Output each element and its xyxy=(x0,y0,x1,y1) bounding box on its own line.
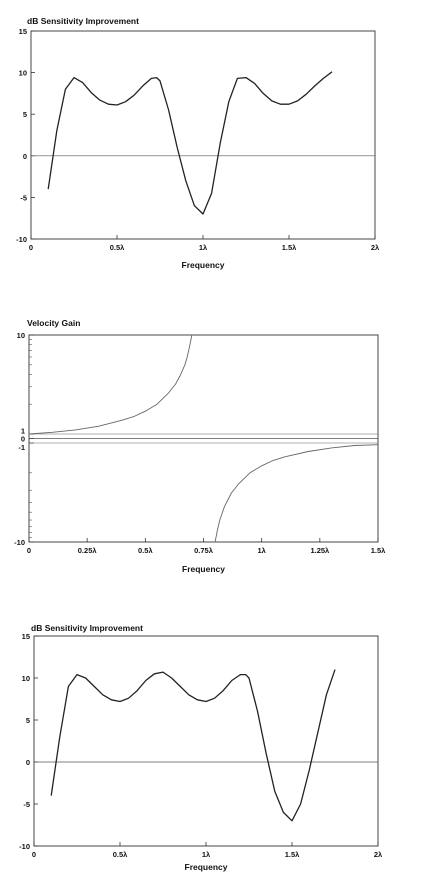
x-tick-label: 2λ xyxy=(371,243,380,252)
y-tick-label: 1 xyxy=(21,427,25,436)
chart-title: dB Sensitivity Improvement xyxy=(27,16,139,26)
x-tick-label: 1.5λ xyxy=(285,850,300,859)
x-axis-label: Frequency xyxy=(185,862,228,872)
y-tick-label: 15 xyxy=(19,27,27,36)
y-tick-label: -10 xyxy=(19,842,30,851)
chart-title: dB Sensitivity Improvement xyxy=(31,623,143,633)
x-tick-label: 0.75λ xyxy=(194,546,214,555)
chart-title: Velocity Gain xyxy=(27,318,80,328)
plot-frame xyxy=(33,635,379,847)
x-tick-label: 1.5λ xyxy=(371,546,386,555)
x-tick-label: 1λ xyxy=(202,850,211,859)
series-line xyxy=(47,71,333,215)
x-axis-label: Frequency xyxy=(182,564,225,574)
y-tick-label: 10 xyxy=(19,69,27,78)
series-line xyxy=(214,444,379,543)
x-tick-label: 1λ xyxy=(257,546,266,555)
x-tick-label: 0.25λ xyxy=(78,546,98,555)
y-tick-label: -5 xyxy=(23,800,30,809)
x-tick-label: 0 xyxy=(32,850,36,859)
series-line xyxy=(28,334,193,435)
y-tick-label: 0 xyxy=(26,758,30,767)
x-tick-label: 0.5λ xyxy=(110,243,125,252)
x-tick-label: 0.5λ xyxy=(138,546,153,555)
y-tick-label: 0 xyxy=(21,435,25,444)
y-tick-label: 10 xyxy=(17,331,25,340)
y-tick-label: 5 xyxy=(23,110,27,119)
x-tick-label: 2λ xyxy=(374,850,383,859)
plot-frame xyxy=(30,30,376,240)
x-tick-label: 1.25λ xyxy=(310,546,330,555)
series-line xyxy=(50,669,336,822)
x-tick-label: 1.5λ xyxy=(282,243,297,252)
x-tick-label: 0 xyxy=(29,243,33,252)
y-tick-label: -1 xyxy=(18,443,25,452)
x-tick-label: 0 xyxy=(27,546,31,555)
y-tick-label: -10 xyxy=(14,538,25,547)
y-tick-label: 15 xyxy=(22,632,30,641)
x-tick-label: 0.5λ xyxy=(113,850,128,859)
x-axis-label: Frequency xyxy=(182,260,225,270)
x-tick-label: 1λ xyxy=(199,243,208,252)
y-tick-label: 5 xyxy=(26,716,30,725)
y-tick-label: 10 xyxy=(22,674,30,683)
y-tick-label: 0 xyxy=(23,152,27,161)
y-tick-label: -5 xyxy=(20,193,27,202)
y-tick-label: -10 xyxy=(16,235,27,244)
